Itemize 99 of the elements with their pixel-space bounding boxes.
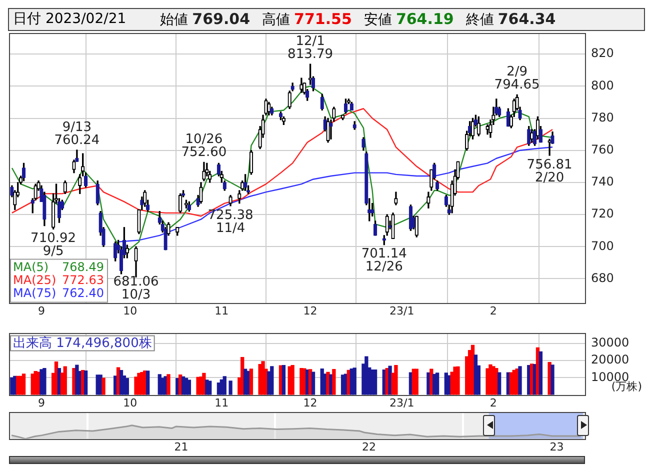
bar: [125, 378, 129, 395]
candlestick: [249, 150, 254, 175]
candlestick: [394, 192, 398, 206]
bar: [228, 380, 232, 395]
bar: [187, 380, 192, 395]
bar: [498, 372, 502, 395]
bar: [518, 366, 522, 395]
annotation: 9/13 760.24: [54, 120, 100, 148]
text: 終値 764.34: [466, 10, 556, 28]
y-tick-label: 820: [591, 46, 614, 60]
annotation: 725.38 11/4: [208, 208, 254, 236]
candlestick: [340, 114, 345, 120]
y-axis-title: (万株): [611, 380, 642, 394]
y-tick-label: 800: [591, 78, 614, 92]
candlestick: [362, 137, 366, 151]
annotation: 681.06 10/3: [113, 274, 159, 303]
bar: [435, 372, 440, 395]
x-tick-label: 11: [214, 396, 229, 410]
x-tick-label: 2: [490, 304, 497, 318]
bar: [222, 376, 226, 395]
candlestick: [320, 94, 324, 111]
x-tick-label: 12: [303, 396, 318, 410]
text: MA(25) 772.63: [13, 272, 104, 287]
x-tick-label: 23/1: [390, 304, 414, 318]
bar: [290, 365, 294, 395]
annotation: 701.14 12/26: [361, 246, 407, 275]
candlestick: [527, 126, 531, 146]
x-tick-label: 10: [123, 396, 138, 410]
x-tick-label: 23: [550, 440, 564, 454]
y-tick-label: 720: [591, 206, 614, 221]
bar: [42, 368, 46, 395]
bar: [373, 369, 378, 395]
y-tick-label: 680: [591, 270, 614, 285]
candlestick: [187, 201, 192, 212]
candlestick: [476, 116, 480, 136]
candlestick: [166, 222, 170, 236]
bar: [249, 368, 254, 395]
annotation: 756.81 2/20: [526, 157, 572, 186]
candlestick: [243, 174, 248, 191]
bar: [146, 370, 150, 395]
bar: [63, 366, 67, 395]
text: 安値 764.19: [364, 10, 454, 28]
x-tick-label: 2: [490, 396, 497, 410]
bar: [352, 368, 356, 395]
bar: [270, 366, 274, 395]
bar: [311, 372, 316, 395]
candlestick: [426, 192, 430, 208]
y-tick-label: 760: [591, 142, 614, 156]
x-tick-label: 9: [38, 304, 45, 318]
candlestick: [22, 162, 26, 182]
y-tick-label: 700: [591, 238, 614, 253]
y-tick-label: 30000: [591, 336, 630, 350]
candlestick: [391, 212, 395, 239]
candlestick: [199, 182, 203, 204]
x-tick-label: 12: [303, 304, 318, 318]
bar: [22, 374, 26, 395]
bar: [394, 365, 398, 395]
candlestick: [202, 162, 206, 182]
x-tick-label: 21: [174, 440, 188, 454]
candlestick: [96, 180, 100, 206]
candlestick: [114, 241, 118, 262]
text: MA(75) 762.40: [13, 286, 104, 300]
bar: [208, 380, 212, 395]
y-tick-label: 740: [591, 174, 614, 189]
bar: [414, 368, 418, 395]
x-tick-label: 22: [362, 440, 376, 454]
x-tick-label: 23/1: [390, 396, 414, 410]
candlestick: [134, 246, 138, 278]
series-label: MA(5) 768.49: [13, 260, 104, 274]
annotation: 12/1 813.79: [288, 34, 334, 62]
candlestick: [42, 192, 46, 226]
text: 始値 769.04: [160, 10, 250, 28]
bar: [282, 365, 286, 395]
x-tick-label: 10: [123, 304, 138, 318]
candlestick: [326, 118, 330, 143]
bar: [84, 370, 88, 395]
bar: [332, 368, 336, 395]
annotation: 710.92 9/5: [30, 230, 76, 259]
bar: [102, 378, 106, 395]
annotation: 10/26 752.60: [181, 132, 227, 160]
y-tick-label: 780: [591, 110, 614, 124]
annotation: 出来高 174,496,800株: [13, 335, 152, 352]
candlestick: [176, 227, 180, 236]
x-tick-label: 9: [38, 396, 45, 410]
candlestick: [63, 180, 67, 194]
bar: [550, 364, 554, 395]
candlestick: [300, 78, 304, 93]
candlestick: [267, 102, 271, 116]
chart-title: 日付 2023/02/21: [13, 10, 126, 29]
candlestick: [228, 194, 232, 206]
bar: [456, 366, 460, 395]
x-tick-label: 11: [214, 304, 229, 318]
y-tick-label: 20000: [591, 352, 630, 367]
candlestick: [470, 118, 475, 140]
bar: [538, 351, 543, 395]
annotation: 2/9 794.65: [494, 64, 540, 93]
bar: [166, 374, 170, 395]
text: 高値 771.55: [262, 10, 352, 28]
candlestick: [72, 160, 76, 174]
